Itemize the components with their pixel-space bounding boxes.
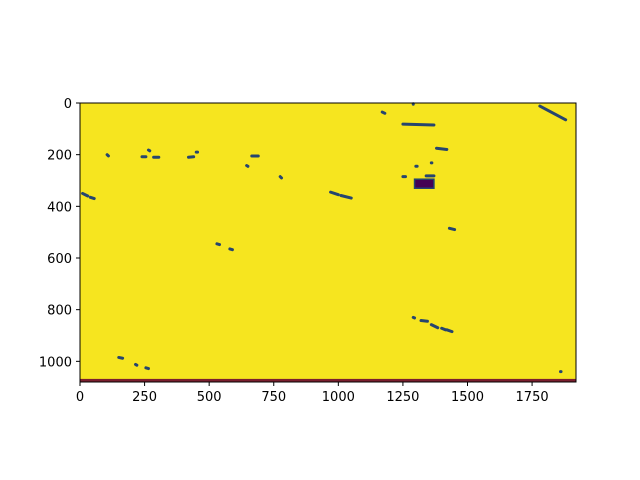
y-tick-label: 800 [47, 304, 72, 319]
heatmap-feature [81, 191, 90, 198]
heatmap-feature [278, 175, 283, 180]
heatmap-feature [538, 104, 568, 122]
heatmap-feature [105, 153, 110, 158]
y-tick-label: 400 [47, 200, 72, 215]
x-tick-label: 1000 [322, 390, 355, 405]
y-axis: 0 200 400 600 800 1000 [39, 97, 80, 370]
heatmap-feature [117, 355, 125, 360]
x-tick-label: 250 [132, 390, 157, 405]
heatmap-feature [380, 110, 387, 115]
heatmap-background [80, 103, 576, 382]
heatmap-feature [339, 193, 353, 200]
x-axis: 0 250 500 750 1000 1250 1500 1750 [76, 382, 549, 405]
heatmap-feature [440, 326, 448, 332]
heatmap-bottom-band [80, 378, 576, 382]
heatmap-feature [435, 146, 449, 151]
heatmap-feature [134, 362, 139, 367]
x-tick-label: 500 [197, 390, 222, 405]
heatmap-feature [146, 148, 152, 153]
plot-area [79, 102, 577, 383]
x-tick-label: 1500 [451, 390, 484, 405]
y-tick-label: 600 [47, 252, 72, 267]
x-tick-label: 1750 [516, 390, 549, 405]
plot-frame [79, 102, 577, 383]
y-tick-label: 1000 [39, 355, 72, 370]
heatmap-feature [401, 122, 436, 127]
heatmap-feature [245, 164, 250, 168]
y-tick-label: 200 [47, 149, 72, 164]
heatmap-feature [215, 242, 221, 247]
y-tick-label: 0 [64, 97, 72, 112]
x-tick-label: 0 [76, 390, 84, 405]
heatmap-feature [88, 195, 96, 201]
heatmap-feature [144, 366, 150, 371]
heatmap-dense-region [413, 178, 435, 189]
heatmap-feature [447, 226, 457, 232]
x-tick-label: 750 [261, 390, 286, 405]
heatmap-feature [329, 190, 340, 197]
heatmap-feature [445, 328, 454, 334]
heatmap-feature [228, 247, 234, 252]
heatmap-feature [419, 319, 429, 323]
heatmap-feature [411, 315, 417, 320]
heatmap-feature [429, 323, 440, 330]
heatmap-feature [187, 155, 196, 159]
x-tick-label: 1250 [386, 390, 419, 405]
